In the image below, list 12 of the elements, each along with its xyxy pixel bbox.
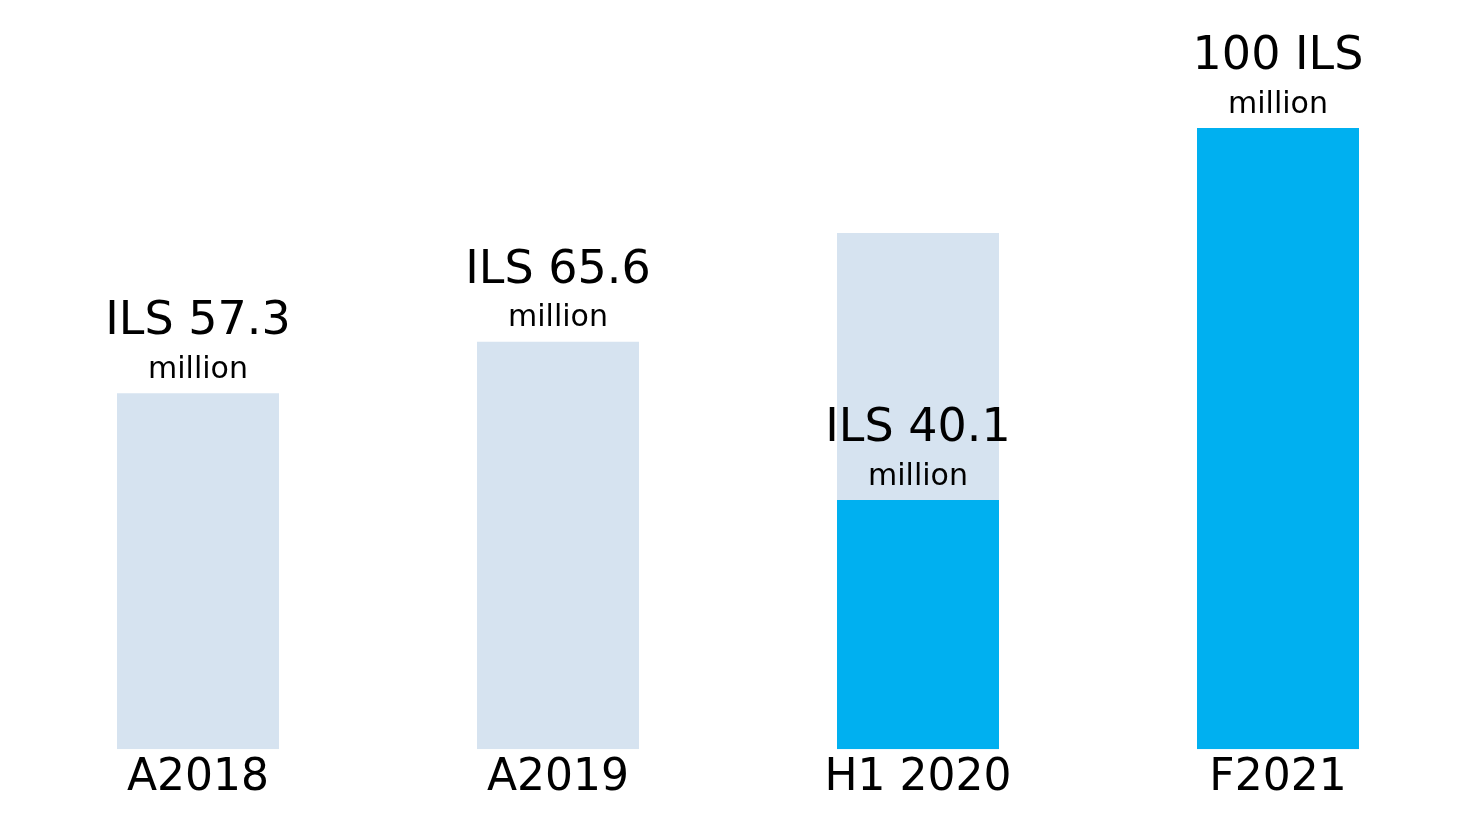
data-label: ILS 57.3 million (105, 291, 291, 386)
data-label: 100 ILS million (1192, 25, 1364, 120)
x-tick-label: H1 2020 (824, 749, 1012, 801)
bar (1197, 128, 1359, 750)
data-label: ILS 40.1 million (825, 398, 1011, 492)
data-label: ILS 65.6 million (465, 239, 651, 334)
bar (477, 341, 639, 750)
x-tick-label: A2019 (486, 749, 630, 801)
x-tick-label: A2018 (126, 749, 270, 801)
x-tick-label: F2021 (1209, 749, 1347, 801)
bar (117, 393, 279, 750)
bar (837, 500, 999, 750)
